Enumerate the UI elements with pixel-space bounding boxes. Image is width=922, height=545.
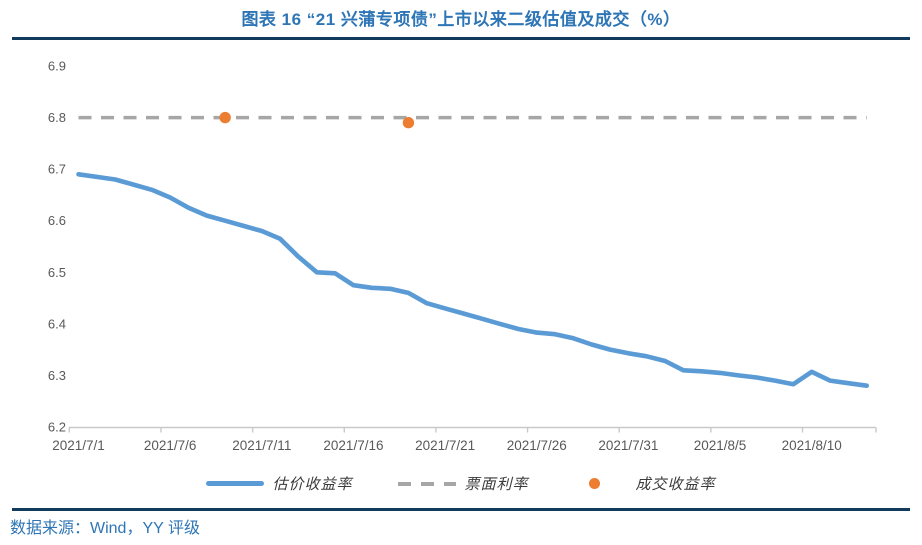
y-axis-tick-label: 6.5 <box>48 265 66 280</box>
solid-line-swatch-icon <box>206 481 265 486</box>
chart-legend: 估价收益率 票面利率 成交收益率 <box>0 473 922 494</box>
y-axis-tick-label: 6.6 <box>48 213 66 228</box>
x-axis-tick-label: 2021/7/16 <box>323 438 383 453</box>
dashed-line-swatch-icon <box>398 481 457 486</box>
footer-divider-rule <box>12 508 910 511</box>
y-axis-tick-label: 6.4 <box>48 316 66 331</box>
dot-swatch-icon <box>588 478 600 489</box>
legend-label: 估价收益率 <box>272 475 353 493</box>
data-source-note: 数据来源：Wind，YY 评级 <box>10 520 200 537</box>
y-axis-tick-label: 6.7 <box>48 162 66 177</box>
x-axis-tick-label: 2021/7/11 <box>232 438 291 453</box>
y-axis-tick-label: 6.9 <box>48 59 66 74</box>
x-axis-tick-label: 2021/7/1 <box>52 438 105 453</box>
x-axis-tick-label: 2021/7/26 <box>507 438 567 453</box>
x-axis-tick-label: 2021/7/6 <box>144 438 197 453</box>
chart-title: 图表 16 “21 兴蒲专项债”上市以来二级估值及成交（%） <box>241 10 681 29</box>
trade-yield-dot <box>219 111 231 124</box>
legend-label: 成交收益率 <box>635 475 716 493</box>
trade-yield-dot <box>402 117 415 129</box>
y-axis-tick-label: 6.8 <box>48 110 66 125</box>
legend-item-trade-yield: 成交收益率 <box>575 473 716 494</box>
estimate-yield-line <box>76 172 870 389</box>
y-axis-tick-label: 6.3 <box>48 368 66 383</box>
legend-item-coupon-rate: 票面利率 <box>398 473 528 494</box>
x-axis-tick-label: 2021/7/21 <box>415 438 475 453</box>
yield-line-chart: 6.9 6.8 6.7 6.6 6.5 6.4 6.3 6.2 2021/7/1 2021/7/6… <box>48 59 877 453</box>
x-axis-tick-label: 2021/8/10 <box>782 438 842 453</box>
y-axis-tick-label: 6.2 <box>48 420 66 435</box>
x-axis-tick-label: 2021/7/31 <box>598 438 658 453</box>
x-axis-tick-label: 2021/8/5 <box>694 438 747 453</box>
title-divider-rule <box>12 37 910 40</box>
legend-label: 票面利率 <box>464 475 529 493</box>
legend-item-estimate-yield: 估价收益率 <box>206 473 352 494</box>
